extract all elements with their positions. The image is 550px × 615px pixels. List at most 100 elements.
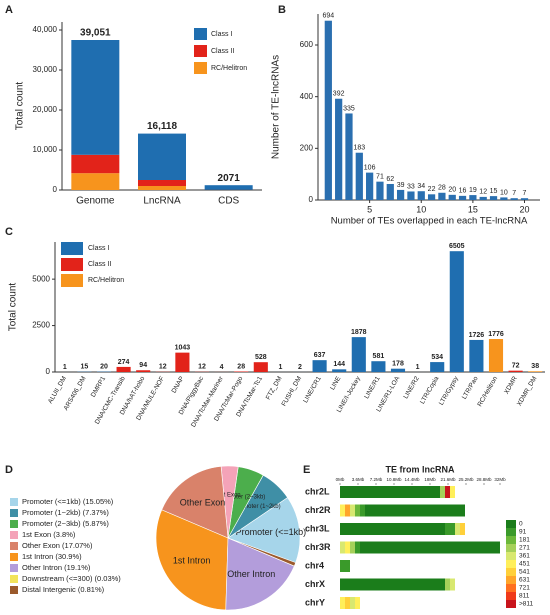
heat-cell <box>490 541 495 554</box>
heat-cell <box>365 541 370 554</box>
heat-cell <box>395 523 400 535</box>
heat-cell <box>400 541 405 554</box>
value-label: 22 <box>428 186 436 193</box>
y-axis-label: Total count <box>15 82 26 131</box>
heat-cell <box>435 504 440 517</box>
row-label: chr3R <box>305 542 331 552</box>
heat-cell <box>425 523 430 535</box>
value-label: 1 <box>63 364 67 371</box>
heat-cell <box>420 541 425 554</box>
heat-cell <box>380 578 385 591</box>
heat-cell <box>400 486 405 498</box>
heat-cell <box>340 578 345 591</box>
panel-letter: D <box>5 464 13 476</box>
legend-category: Promoter (2~3kb) <box>22 519 81 528</box>
scale-swatch <box>506 576 516 584</box>
value-label: 528 <box>255 354 267 361</box>
x-tick-label: 20 <box>520 204 530 214</box>
heat-cell <box>365 486 370 498</box>
legend-label: Distal Intergenic (0.81%) <box>22 585 105 594</box>
legend-label: Promoter (1~2kb) (7.37%) <box>22 508 109 517</box>
legend-swatch <box>10 531 18 539</box>
bar <box>500 197 508 200</box>
x-tick-label: LTR/Pao <box>461 375 480 401</box>
bar <box>136 370 151 372</box>
heat-cell <box>430 578 435 591</box>
value-label: 20 <box>448 187 456 194</box>
bar <box>427 194 436 200</box>
legend-value: (19.1%) <box>64 563 91 572</box>
heat-cell <box>390 523 395 535</box>
legend-swatch <box>194 62 207 74</box>
value-label: 33 <box>407 183 415 190</box>
heat-cell <box>365 504 370 517</box>
x-tick-label: CDS <box>218 196 239 207</box>
scale-label: 811 <box>519 593 530 600</box>
value-label: 581 <box>373 353 385 360</box>
value-label: 19 <box>469 187 477 194</box>
bar <box>345 113 353 200</box>
heat-cell <box>450 523 455 535</box>
heat-cell <box>445 578 450 591</box>
value-label: 34 <box>417 183 425 190</box>
bar <box>324 20 332 200</box>
bar <box>376 181 384 200</box>
heat-cell <box>430 541 435 554</box>
bar <box>312 360 327 372</box>
heat-cell <box>460 504 465 517</box>
value-label: 6505 <box>449 243 465 250</box>
heat-cell <box>425 504 430 517</box>
heat-cell <box>400 504 405 517</box>
heat-cell <box>350 523 355 535</box>
heat-cell <box>415 504 420 517</box>
heat-cell <box>345 504 350 517</box>
heat-cell <box>390 486 395 498</box>
x-tick-label: RC/Helitron <box>476 375 499 408</box>
legend-value: (5.87%) <box>83 519 110 528</box>
legend-value: (0.81%) <box>78 585 105 594</box>
bar <box>488 339 504 372</box>
legend-label: Downstream (<=300) (0.03%) <box>22 574 121 583</box>
heat-cell <box>385 523 390 535</box>
legend-category: Other Intron <box>22 563 62 572</box>
scale-swatch <box>506 544 516 552</box>
value-label: 1776 <box>488 331 504 338</box>
slice-label: Promoter (2~3kb) <box>218 495 265 501</box>
heat-cell <box>390 578 395 591</box>
x-tick-label: LINE <box>329 375 343 392</box>
heat-cell <box>400 523 405 535</box>
legend-swatch <box>194 45 207 57</box>
x-tick-label: XDMR <box>503 375 519 395</box>
heat-cell <box>355 578 360 591</box>
value-label: 106 <box>364 164 376 171</box>
total-label: 2071 <box>218 173 241 184</box>
value-label: 94 <box>139 362 147 369</box>
heat-cell <box>360 486 365 498</box>
x-tick-label: FUSHI_DM <box>281 375 304 407</box>
heat-cell <box>420 504 425 517</box>
legend-value: (15.05%) <box>83 497 114 506</box>
heat-cell <box>435 541 440 554</box>
heat-cell <box>480 541 485 554</box>
bar <box>417 191 425 200</box>
heat-cell <box>345 578 350 591</box>
legend-value: (30.9%) <box>55 552 82 561</box>
heat-cell <box>375 523 380 535</box>
scale-swatch <box>506 536 516 544</box>
heat-cell <box>375 578 380 591</box>
heat-cell <box>385 578 390 591</box>
value-label: 694 <box>322 13 334 20</box>
legend-category: Distal Intergenic <box>22 585 76 594</box>
value-label: 1043 <box>175 344 191 351</box>
value-label: 335 <box>343 105 355 112</box>
bar-segment <box>138 180 186 186</box>
heat-cell <box>340 560 345 572</box>
heat-cell <box>420 523 425 535</box>
heat-cell <box>360 578 365 591</box>
bar <box>520 198 529 200</box>
pie-slice <box>227 497 301 564</box>
heat-cell <box>395 504 400 517</box>
heat-cell <box>495 541 500 554</box>
value-label: 1878 <box>351 329 367 336</box>
